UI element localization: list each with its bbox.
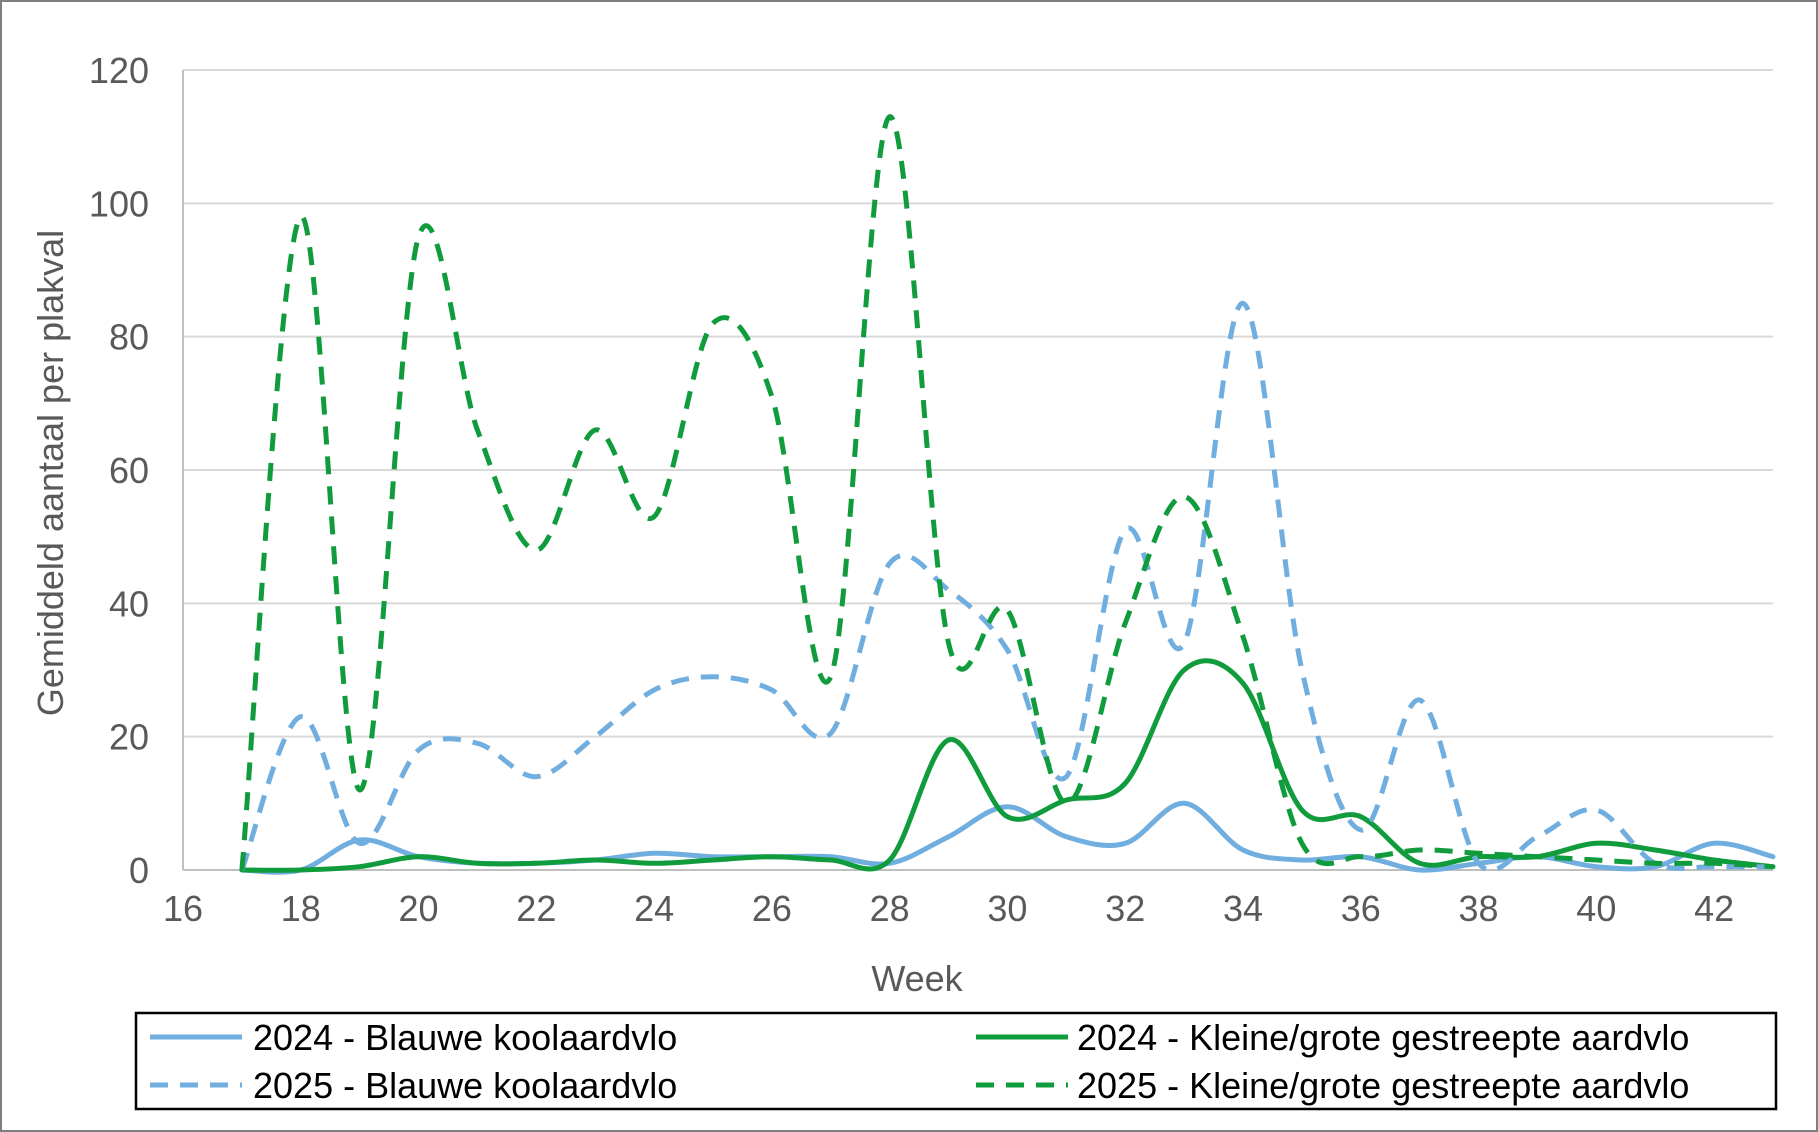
x-tick-label: 24 xyxy=(634,888,674,929)
legend-label-4: 2025 - Kleine/grote gestreepte aardvlo xyxy=(1077,1065,1689,1106)
axes xyxy=(182,70,1773,871)
y-tick-label: 80 xyxy=(109,317,149,358)
tick-labels: 0 20 40 60 80 100 120 16 18 20 22 24 26 28 30 32 34 36 38 4… xyxy=(89,50,1734,929)
x-tick-label: 22 xyxy=(516,888,556,929)
y-tick-label: 20 xyxy=(109,717,149,758)
y-tick-label: 60 xyxy=(109,450,149,491)
legend: 2024 - Blauwe koolaardvlo 2025 - Blauwe k… xyxy=(134,1011,1778,1111)
y-axis-title: Gemiddeld aantaal per plakval xyxy=(30,230,71,716)
x-tick-label: 42 xyxy=(1694,888,1734,929)
series-line-4 xyxy=(239,114,1774,871)
x-axis-title: Week xyxy=(871,958,963,999)
y-tick-label: 100 xyxy=(89,183,149,224)
x-tick-label: 40 xyxy=(1576,888,1616,929)
legend-box xyxy=(134,1011,1778,1111)
x-tick-label: 26 xyxy=(752,888,792,929)
series-group xyxy=(239,114,1776,875)
x-tick-label: 30 xyxy=(987,888,1027,929)
x-tick-label: 28 xyxy=(870,888,910,929)
series-line-3 xyxy=(239,658,1776,873)
x-tick-label: 32 xyxy=(1105,888,1145,929)
x-tick-label: 36 xyxy=(1341,888,1381,929)
gridlines xyxy=(183,69,1773,738)
legend-label-1: 2024 - Blauwe koolaardvlo xyxy=(253,1017,677,1058)
x-tick-label: 18 xyxy=(281,888,321,929)
legend-label-3: 2024 - Kleine/grote gestreepte aardvlo xyxy=(1077,1017,1689,1058)
series-line-2 xyxy=(239,300,1774,873)
legend-label-2: 2025 - Blauwe koolaardvlo xyxy=(253,1065,677,1106)
y-tick-label: 120 xyxy=(89,50,149,91)
x-tick-label: 16 xyxy=(163,888,203,929)
y-tick-label: 0 xyxy=(129,850,149,891)
x-tick-label: 38 xyxy=(1459,888,1499,929)
y-tick-label: 40 xyxy=(109,583,149,624)
x-tick-label: 20 xyxy=(399,888,439,929)
x-tick-label: 34 xyxy=(1223,888,1263,929)
